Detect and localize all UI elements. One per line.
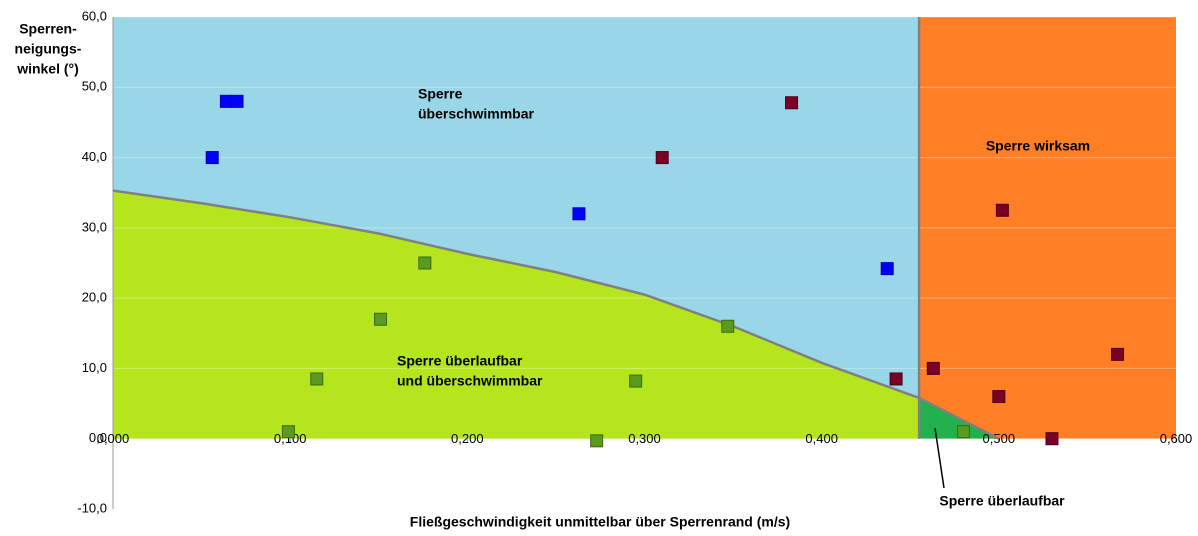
data-point	[655, 151, 669, 165]
y-axis-label: neigungs-	[15, 41, 82, 57]
x-tick-label: 0,200	[451, 431, 484, 446]
data-point	[281, 425, 295, 439]
y-tick-label: 0,0	[89, 430, 107, 445]
data-point	[205, 151, 219, 165]
y-tick-label: 30,0	[82, 219, 107, 234]
y-tick-label: 10,0	[82, 360, 107, 375]
x-tick-label: 0,300	[628, 431, 661, 446]
data-point	[590, 434, 604, 448]
y-tick-label: 40,0	[82, 149, 107, 164]
y-tick-label: 60,0	[82, 8, 107, 23]
y-tick-label: 50,0	[82, 79, 107, 94]
data-point	[880, 262, 894, 276]
x-tick-label: 0,400	[805, 431, 838, 446]
y-axis-label: Sperren-	[19, 21, 77, 37]
data-point	[721, 319, 735, 333]
x-axis-label: Fließgeschwindigkeit unmittelbar über Sp…	[410, 514, 790, 530]
region-right	[919, 17, 1176, 439]
data-point	[889, 372, 903, 386]
data-point	[310, 372, 324, 386]
data-point	[992, 390, 1006, 404]
annotation: Sperre überlaufbar	[939, 493, 1065, 509]
data-point	[1111, 347, 1125, 361]
annotation: Sperre	[418, 86, 463, 102]
annotation: und überschwimmbar	[397, 373, 543, 389]
x-tick-label: 0,600	[1160, 431, 1193, 446]
data-point	[230, 94, 244, 108]
data-point	[629, 374, 643, 388]
x-tick-label: 0,000	[97, 431, 130, 446]
data-point	[926, 361, 940, 375]
data-point	[995, 203, 1009, 217]
y-axis-label: winkel (°)	[16, 61, 79, 77]
data-point	[418, 256, 432, 270]
annotation: überschwimmbar	[418, 106, 534, 122]
annotation: Sperre wirksam	[986, 138, 1090, 154]
data-point	[374, 312, 388, 326]
data-point	[572, 207, 586, 221]
data-point	[785, 96, 799, 110]
y-tick-label: 20,0	[82, 290, 107, 305]
boundary-line	[112, 189, 1000, 440]
y-tick-label: -10,0	[77, 500, 107, 515]
annotation-pointer	[934, 427, 945, 489]
data-point	[1045, 432, 1059, 446]
data-point	[956, 425, 970, 439]
annotation: Sperre überlaufbar	[397, 353, 523, 369]
